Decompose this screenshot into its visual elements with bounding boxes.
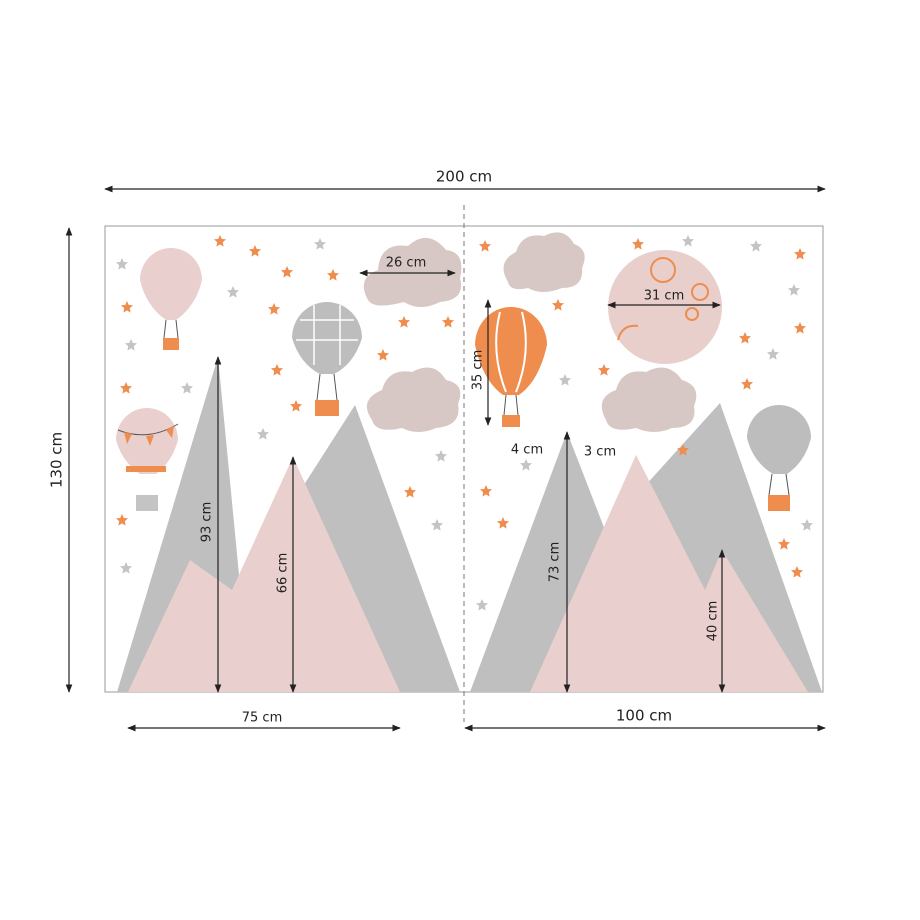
balloon-grey-dotted (747, 405, 811, 511)
dimension-label: 75 cm (242, 711, 283, 726)
dimension-label: 93 cm (200, 502, 215, 543)
dimension-label: 100 cm (616, 707, 672, 725)
moon-craters (617, 257, 709, 341)
balloon-grey-checked (292, 302, 362, 416)
balloon-pink-bunting (116, 408, 179, 511)
dimension-label: 3 cm (584, 445, 616, 460)
dimension-label: 40 cm (706, 601, 721, 642)
dimension-label: 35 cm (471, 350, 486, 391)
dimension-label: 73 cm (548, 542, 563, 583)
dimension-label: 66 cm (276, 553, 291, 594)
dimension-label: 200 cm (436, 168, 492, 186)
mountain-pink (530, 455, 808, 692)
dimension-label: 31 cm (644, 289, 685, 304)
moon (608, 250, 722, 364)
dimension-label: 130 cm (48, 432, 66, 488)
dimension-label: 26 cm (386, 256, 427, 271)
mountain-pink (128, 457, 400, 692)
dimension-label: 4 cm (511, 443, 543, 458)
balloon-orange-striped (475, 307, 547, 427)
balloon-pink (140, 248, 202, 350)
